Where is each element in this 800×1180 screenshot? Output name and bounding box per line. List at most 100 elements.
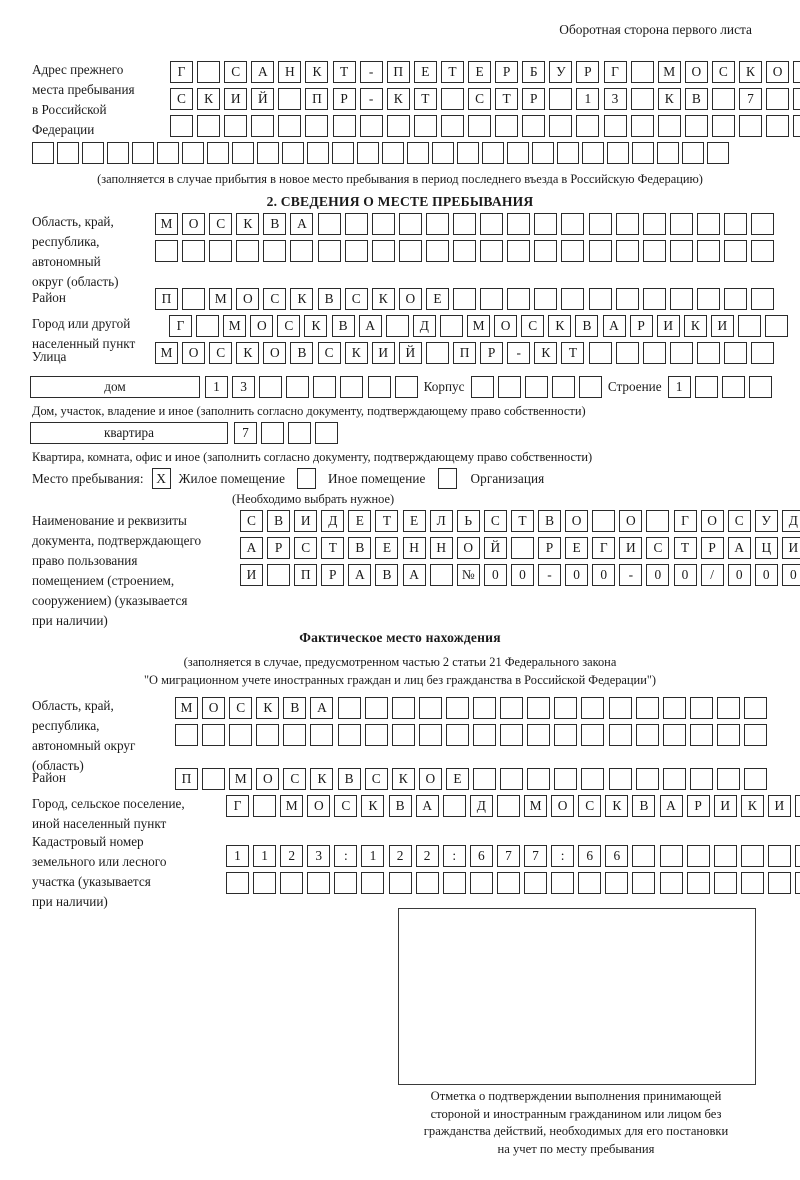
char-cell[interactable]: С — [170, 88, 193, 110]
char-cell[interactable] — [630, 115, 654, 137]
char-cell[interactable]: Р — [321, 564, 345, 586]
char-cell[interactable]: К — [236, 213, 260, 235]
char-cell[interactable]: У — [754, 510, 778, 532]
char-cell[interactable] — [554, 724, 578, 746]
char-cell[interactable] — [207, 142, 229, 164]
char-cell[interactable] — [398, 213, 422, 235]
char-cell[interactable] — [507, 142, 529, 164]
char-cell[interactable] — [82, 142, 104, 164]
char-cell[interactable]: Р — [480, 342, 504, 364]
char-cell[interactable] — [286, 376, 310, 398]
char-cell[interactable]: А — [415, 795, 439, 817]
char-cell[interactable]: О — [398, 288, 422, 310]
char-cell[interactable] — [669, 342, 693, 364]
char-cell[interactable]: О — [551, 795, 575, 817]
char-cell[interactable]: О — [182, 342, 206, 364]
char-cell[interactable] — [317, 213, 341, 235]
char-cell[interactable] — [642, 213, 666, 235]
char-cell[interactable]: Р — [495, 61, 519, 83]
char-cell[interactable]: : — [442, 845, 466, 867]
char-cell[interactable] — [391, 724, 415, 746]
char-cell[interactable]: О — [565, 510, 589, 532]
char-cell[interactable] — [659, 872, 683, 894]
char-cell[interactable] — [642, 240, 666, 262]
char-cell[interactable] — [282, 142, 304, 164]
char-cell[interactable] — [170, 115, 193, 137]
char-cell[interactable] — [453, 288, 477, 310]
char-cell[interactable] — [743, 697, 767, 719]
char-cell[interactable]: Е — [402, 510, 426, 532]
char-cell[interactable] — [632, 845, 656, 867]
char-cell[interactable] — [510, 537, 534, 559]
char-cell[interactable] — [226, 872, 249, 894]
char-cell[interactable]: 0 — [781, 564, 800, 586]
char-cell[interactable] — [332, 142, 354, 164]
char-cell[interactable]: Т — [375, 510, 399, 532]
char-cell[interactable]: К — [344, 342, 368, 364]
char-cell[interactable]: - — [538, 564, 562, 586]
stay-type-option-1-checkbox[interactable]: X — [151, 468, 171, 489]
char-cell[interactable] — [581, 724, 605, 746]
char-cell[interactable] — [662, 768, 686, 790]
char-cell[interactable]: И — [767, 795, 791, 817]
char-cell[interactable] — [608, 724, 632, 746]
char-cell[interactable]: В — [331, 315, 355, 337]
char-cell[interactable]: В — [632, 795, 656, 817]
char-cell[interactable]: Т — [673, 537, 697, 559]
char-cell[interactable] — [500, 768, 524, 790]
char-cell[interactable]: О — [766, 61, 790, 83]
char-cell[interactable] — [615, 213, 639, 235]
char-cell[interactable] — [561, 213, 585, 235]
char-cell[interactable] — [267, 564, 291, 586]
char-cell[interactable]: И — [294, 510, 318, 532]
char-cell[interactable] — [743, 724, 767, 746]
korpus-cells[interactable] — [470, 376, 602, 398]
char-cell[interactable] — [469, 872, 493, 894]
char-cell[interactable] — [534, 213, 558, 235]
char-cell[interactable]: С — [263, 288, 287, 310]
char-cell[interactable] — [310, 724, 334, 746]
prev-address-row-3[interactable] — [170, 115, 800, 137]
char-cell[interactable] — [696, 240, 720, 262]
char-cell[interactable] — [737, 315, 761, 337]
char-cell[interactable] — [794, 845, 800, 867]
char-cell[interactable] — [196, 315, 220, 337]
char-cell[interactable] — [253, 795, 277, 817]
char-cell[interactable] — [713, 845, 737, 867]
char-cell[interactable] — [522, 115, 546, 137]
char-cell[interactable] — [794, 795, 800, 817]
char-cell[interactable] — [607, 142, 629, 164]
char-cell[interactable] — [332, 115, 356, 137]
char-cell[interactable] — [337, 724, 361, 746]
char-cell[interactable]: О — [236, 288, 260, 310]
char-cell[interactable]: 7 — [234, 422, 257, 444]
char-cell[interactable] — [751, 288, 775, 310]
char-cell[interactable] — [457, 142, 479, 164]
char-cell[interactable]: И — [240, 564, 263, 586]
char-cell[interactable]: М — [209, 288, 233, 310]
char-cell[interactable]: А — [310, 697, 334, 719]
char-cell[interactable]: К — [386, 88, 410, 110]
char-cell[interactable] — [425, 213, 449, 235]
char-cell[interactable]: М — [280, 795, 304, 817]
char-cell[interactable] — [388, 872, 412, 894]
char-cell[interactable]: 1 — [205, 376, 228, 398]
char-cell[interactable] — [662, 724, 686, 746]
char-cell[interactable] — [480, 240, 504, 262]
char-cell[interactable]: М — [229, 768, 253, 790]
char-cell[interactable] — [340, 376, 364, 398]
char-cell[interactable]: Н — [278, 61, 302, 83]
char-cell[interactable] — [669, 240, 693, 262]
char-cell[interactable] — [473, 697, 497, 719]
char-cell[interactable] — [256, 724, 280, 746]
char-cell[interactable] — [413, 115, 437, 137]
char-cell[interactable]: 7 — [496, 845, 520, 867]
char-cell[interactable] — [251, 115, 275, 137]
char-cell[interactable] — [288, 422, 312, 444]
char-cell[interactable] — [721, 376, 745, 398]
char-cell[interactable] — [615, 240, 639, 262]
char-cell[interactable] — [432, 142, 454, 164]
